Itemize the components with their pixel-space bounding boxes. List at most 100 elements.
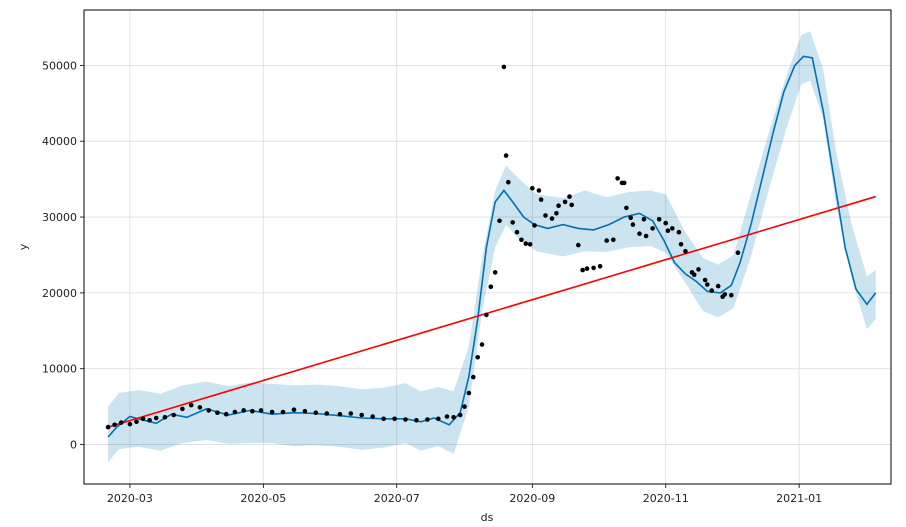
data-point: [134, 419, 139, 425]
x-tick-label: 2021-01: [776, 492, 822, 505]
data-point: [180, 406, 185, 412]
data-point: [370, 414, 376, 419]
data-point: [705, 282, 710, 287]
data-point: [556, 203, 561, 208]
y-axis: 0 10000 20000 30000 40000 50000: [42, 59, 84, 452]
data-points-layer: [105, 64, 741, 430]
trend-line: [107, 195, 876, 428]
data-point: [663, 220, 668, 226]
data-point: [562, 199, 568, 205]
data-point: [538, 197, 544, 202]
data-point: [313, 410, 319, 416]
data-point: [479, 342, 485, 347]
data-point: [291, 407, 297, 413]
data-point: [457, 412, 463, 418]
data-point: [624, 205, 629, 211]
data-point: [576, 242, 581, 248]
data-point: [241, 408, 246, 413]
data-point: [656, 217, 662, 222]
x-tick-label: 2020-03: [107, 492, 153, 505]
data-point: [381, 416, 386, 422]
y-tick-label: 50000: [42, 59, 77, 72]
data-point: [162, 415, 168, 420]
y-tick-label: 0: [70, 439, 77, 452]
data-point: [506, 179, 511, 185]
data-point: [197, 405, 203, 410]
data-point: [715, 283, 721, 289]
plot-area: [84, 10, 891, 484]
data-point: [188, 402, 194, 408]
data-point: [621, 180, 627, 186]
y-tick-label: 30000: [42, 211, 77, 224]
y-tick-label: 10000: [42, 363, 77, 376]
data-point: [637, 231, 642, 236]
data-point: [549, 216, 555, 221]
grid-lines: [84, 10, 891, 484]
x-axis: 2020-03 2020-05 2020-07 2020-09 2020-11 2021-…: [107, 484, 822, 505]
data-point: [665, 228, 671, 233]
data-point: [359, 412, 365, 418]
plot-frame: [83, 9, 892, 485]
y-tick-label: 20000: [42, 287, 77, 300]
data-point: [475, 355, 481, 360]
data-point: [580, 267, 585, 273]
data-point: [514, 229, 520, 235]
data-point: [118, 420, 124, 425]
data-point: [720, 294, 725, 300]
data-point: [403, 417, 408, 422]
data-point: [554, 211, 559, 216]
data-point: [127, 421, 133, 427]
data-point: [425, 417, 430, 422]
x-tick-label: 2020-07: [374, 492, 420, 505]
data-point: [414, 418, 419, 423]
data-point: [105, 424, 111, 430]
data-point: [206, 408, 211, 413]
data-point: [436, 416, 441, 422]
data-point: [670, 226, 675, 231]
data-point: [510, 220, 515, 225]
data-point: [628, 215, 633, 221]
trend-line-layer: [107, 195, 876, 428]
data-point: [650, 226, 655, 231]
data-point: [232, 409, 238, 415]
data-point: [444, 414, 450, 419]
y-tick-label: 40000: [42, 135, 77, 148]
data-point: [702, 277, 708, 283]
data-point: [527, 242, 533, 247]
data-point: [729, 292, 734, 298]
data-point: [536, 188, 542, 193]
data-point: [641, 217, 647, 222]
data-point: [451, 415, 456, 420]
x-axis-title: ds: [481, 511, 494, 524]
data-point: [604, 238, 609, 243]
x-tick-label: 2020-05: [240, 492, 286, 505]
data-point: [678, 242, 684, 247]
data-point: [530, 185, 535, 191]
data-point: [597, 264, 603, 269]
data-point: [147, 418, 152, 423]
uncertainty-band-layer: [108, 31, 876, 462]
data-point: [615, 176, 620, 181]
data-point: [519, 237, 524, 243]
data-point: [337, 411, 343, 417]
data-point: [503, 153, 509, 158]
data-point: [696, 267, 701, 272]
data-point: [302, 408, 308, 414]
data-point: [484, 312, 489, 318]
x-tick-label: 2020-11: [643, 492, 689, 505]
data-point: [392, 416, 397, 422]
data-point: [492, 270, 498, 275]
uncertainty-band: [108, 31, 876, 462]
data-point: [709, 288, 714, 293]
data-point: [735, 250, 741, 255]
data-point: [215, 410, 220, 416]
data-point: [691, 272, 697, 278]
data-point: [223, 411, 229, 417]
data-point: [250, 408, 255, 414]
data-point: [348, 411, 354, 416]
data-point: [140, 416, 146, 422]
data-point: [471, 374, 476, 380]
data-point: [269, 409, 275, 415]
x-tick-label: 2020-09: [509, 492, 555, 505]
